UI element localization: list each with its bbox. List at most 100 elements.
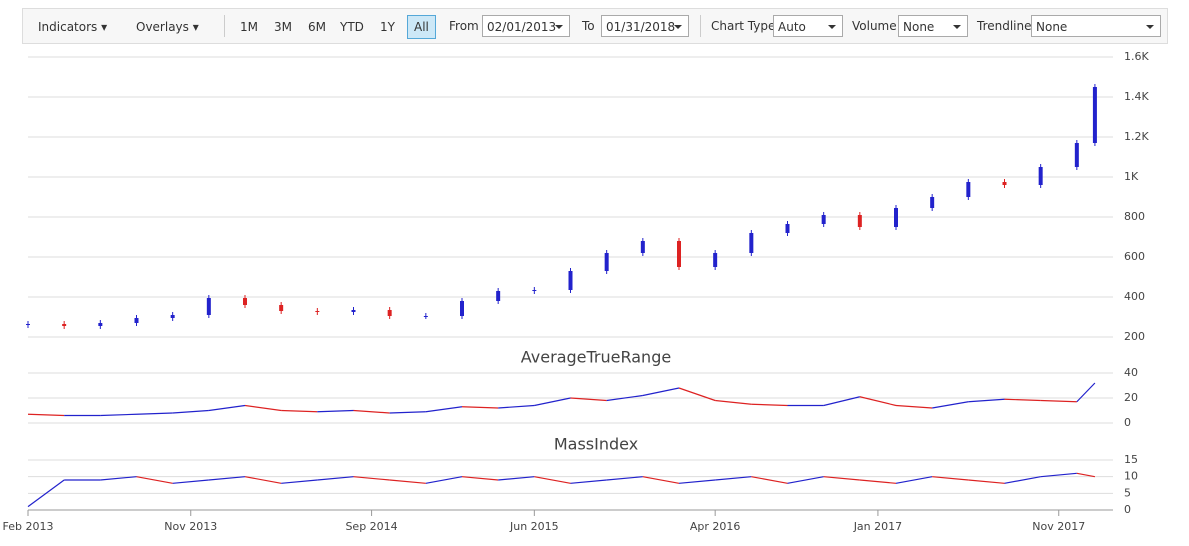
candle-body — [568, 271, 573, 290]
candle-body — [423, 316, 428, 317]
y-tick-label: 1.4K — [1124, 90, 1149, 103]
y-tick-label: 1K — [1124, 170, 1139, 183]
line-segment — [425, 406, 463, 413]
candle-body — [785, 224, 790, 233]
x-tick-label: Jan 2017 — [853, 520, 902, 533]
line-segment — [534, 397, 571, 407]
range-button[interactable]: 1Y — [380, 20, 395, 34]
x-tick-label: Nov 2013 — [164, 520, 217, 533]
candle-body — [966, 182, 971, 197]
line-segment — [751, 476, 788, 484]
candle-body — [387, 310, 392, 316]
chart-type-label: Chart Type — [711, 19, 776, 33]
line-segment — [389, 411, 426, 414]
line-segment — [968, 479, 1005, 484]
line-segment — [859, 479, 897, 484]
trendline-select[interactable]: None — [1031, 15, 1161, 37]
line-segment — [1040, 472, 1077, 478]
range-button[interactable]: 3M — [274, 20, 292, 34]
candle-body — [857, 215, 862, 227]
line-segment — [353, 409, 390, 414]
line-segment — [136, 476, 173, 484]
panel-title: MassIndex — [554, 435, 638, 454]
y-tick-label: 400 — [1124, 290, 1145, 303]
candle-body — [604, 253, 609, 271]
y-tick-label: 200 — [1124, 330, 1145, 343]
candle-body — [243, 298, 247, 305]
line-segment — [932, 401, 969, 409]
line-segment — [895, 404, 933, 409]
line-segment — [534, 476, 571, 484]
panel-title: AverageTrueRange — [521, 348, 671, 367]
line-segment — [895, 476, 933, 484]
line-segment — [1076, 382, 1096, 403]
range-button[interactable]: YTD — [340, 20, 364, 34]
to-label: To — [582, 19, 595, 33]
overlays-button[interactable]: Overlays ▾ — [136, 20, 199, 34]
y-tick-label: 5 — [1124, 486, 1131, 499]
line-segment — [570, 397, 607, 402]
candle-body — [134, 318, 139, 323]
candle-body — [98, 323, 103, 326]
line-segment — [1004, 476, 1041, 484]
label: Indicators — [38, 20, 98, 34]
toolbar: Indicators ▾ Overlays ▾ 1M 3M 6M YTD 1Y All F… — [22, 8, 1168, 44]
candle-body — [1038, 167, 1043, 185]
line-segment — [715, 476, 752, 481]
chart-type-select[interactable]: Auto — [773, 15, 843, 37]
line-segment — [642, 476, 680, 484]
line-segment — [27, 479, 65, 508]
volume-select[interactable]: None — [898, 15, 968, 37]
range-button[interactable]: All — [407, 15, 436, 39]
line-segment — [642, 387, 680, 397]
line-segment — [498, 476, 535, 481]
line-segment — [172, 409, 209, 414]
y-tick-label: 1.6K — [1124, 50, 1149, 63]
line-segment — [208, 404, 246, 412]
line-segment — [136, 412, 173, 415]
to-date[interactable]: 01/31/2018 — [601, 15, 689, 37]
candle-body — [821, 215, 826, 224]
candle-body — [640, 241, 645, 253]
line-segment — [100, 413, 137, 417]
candle-body — [26, 324, 30, 325]
line-segment — [208, 476, 246, 481]
y-tick-label: 20 — [1124, 391, 1138, 404]
x-tick-label: Nov 2017 — [1032, 520, 1085, 533]
candle-body — [170, 315, 175, 318]
line-segment — [498, 404, 535, 409]
x-tick-label: Sep 2014 — [345, 520, 397, 533]
from-date[interactable]: 02/01/2013 — [482, 15, 570, 37]
line-segment — [823, 396, 860, 407]
y-tick-label: 0 — [1124, 503, 1131, 516]
candle-body — [677, 241, 681, 267]
line-segment — [787, 476, 824, 484]
indicators-button[interactable]: Indicators ▾ — [38, 20, 108, 34]
line-segment — [715, 399, 752, 405]
line-segment — [570, 479, 607, 484]
x-tick-label: Feb 2013 — [3, 520, 54, 533]
line-segment — [823, 476, 860, 481]
candle-body — [62, 324, 67, 326]
label: Overlays — [136, 20, 189, 34]
candle-body — [749, 233, 754, 253]
line-segment — [1040, 399, 1077, 403]
line-segment — [425, 476, 463, 484]
line-segment — [244, 404, 282, 412]
trendline-label: Trendline — [977, 19, 1032, 33]
from-label: From — [449, 19, 479, 33]
range-button[interactable]: 1M — [240, 20, 258, 34]
line-segment — [244, 476, 282, 484]
line-segment — [606, 476, 643, 481]
candle-body — [206, 298, 211, 315]
line-segment — [317, 476, 354, 481]
x-tick-label: Jun 2015 — [509, 520, 559, 533]
range-button[interactable]: 6M — [308, 20, 326, 34]
line-segment — [317, 409, 354, 413]
y-tick-label: 800 — [1124, 210, 1145, 223]
separator — [700, 15, 701, 37]
candle-body — [1002, 182, 1007, 185]
line-segment — [281, 479, 318, 484]
line-segment — [968, 398, 1005, 403]
